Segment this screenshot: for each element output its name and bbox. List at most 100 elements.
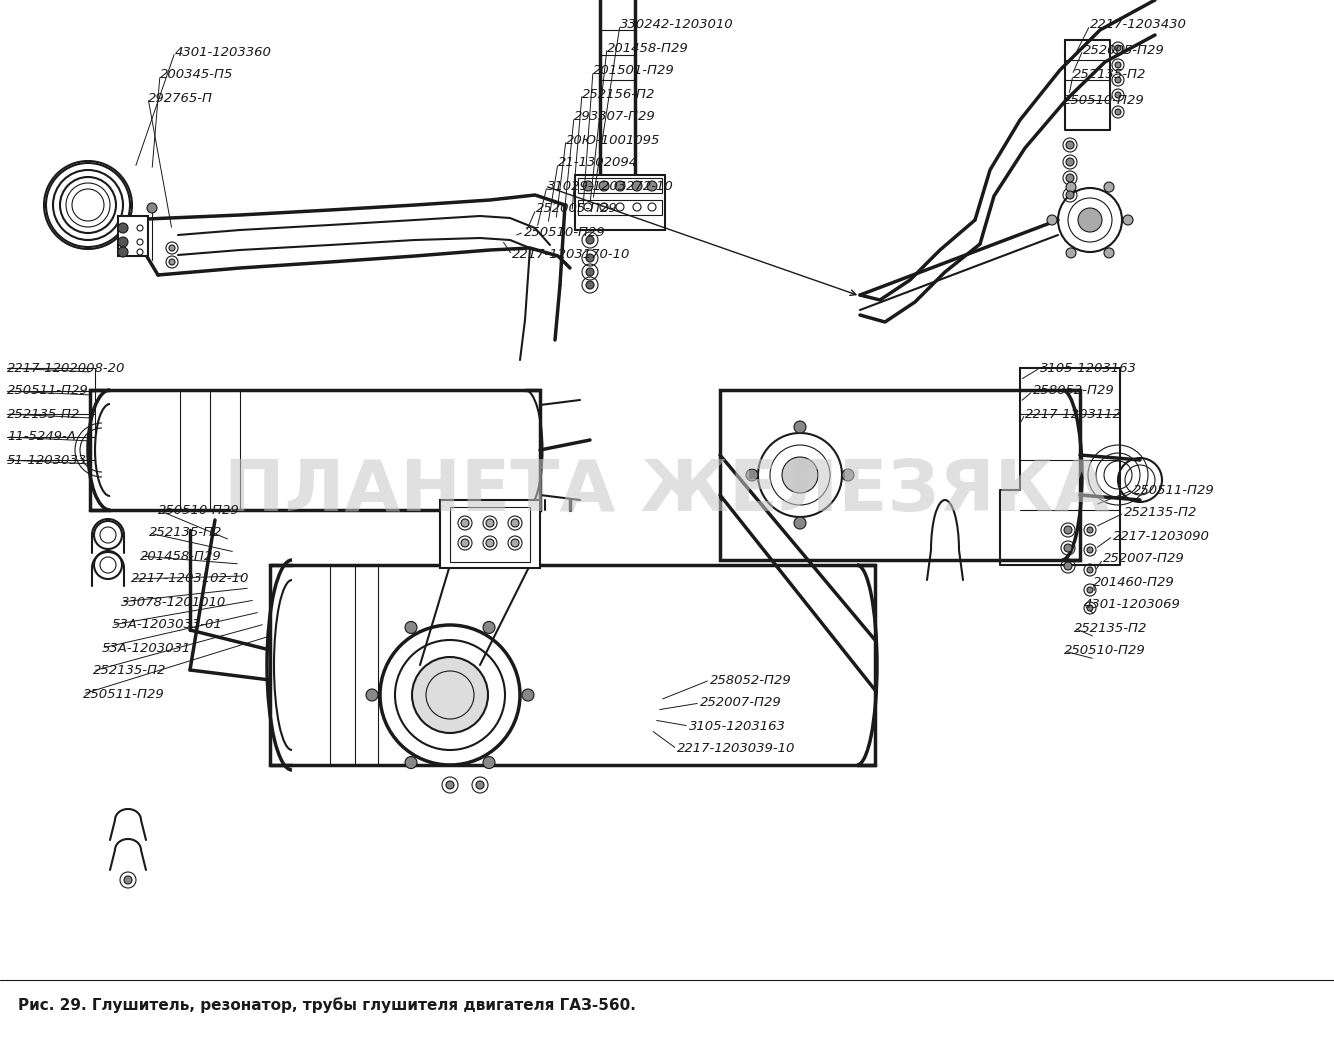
Text: 3105-1203163: 3105-1203163 <box>1041 362 1137 374</box>
Circle shape <box>406 621 418 634</box>
Circle shape <box>462 539 470 547</box>
Text: 2217-1202008-20: 2217-1202008-20 <box>7 362 125 374</box>
Circle shape <box>1087 605 1093 611</box>
Text: 252005-П29: 252005-П29 <box>536 203 618 215</box>
Circle shape <box>117 237 128 247</box>
Text: 250511-П29: 250511-П29 <box>83 687 165 701</box>
Circle shape <box>1087 567 1093 573</box>
Circle shape <box>1066 182 1077 192</box>
Circle shape <box>462 519 470 527</box>
Circle shape <box>1115 45 1121 51</box>
Circle shape <box>586 236 594 244</box>
Text: 2217-1203112: 2217-1203112 <box>1025 408 1122 420</box>
Circle shape <box>1066 174 1074 182</box>
Circle shape <box>1087 587 1093 593</box>
Circle shape <box>169 245 175 251</box>
Text: 250511-П29: 250511-П29 <box>1133 483 1215 497</box>
Circle shape <box>1087 547 1093 553</box>
Circle shape <box>483 756 495 769</box>
Circle shape <box>406 756 418 769</box>
Text: 31029-1203272-10: 31029-1203272-10 <box>547 180 674 192</box>
Bar <box>450 507 530 562</box>
Circle shape <box>511 519 519 527</box>
Text: 4301-1203069: 4301-1203069 <box>1085 598 1181 612</box>
Text: 21-1302094: 21-1302094 <box>558 157 638 169</box>
Text: 20Ю-1001095: 20Ю-1001095 <box>566 134 660 146</box>
Circle shape <box>1087 527 1093 533</box>
Text: 2217-1203090: 2217-1203090 <box>1113 529 1210 543</box>
Circle shape <box>117 223 128 233</box>
Text: 201460-П29: 201460-П29 <box>1093 575 1175 589</box>
Circle shape <box>586 268 594 276</box>
Circle shape <box>1115 62 1121 68</box>
Circle shape <box>137 249 143 255</box>
Circle shape <box>124 876 132 884</box>
Text: 252005-П29: 252005-П29 <box>1083 44 1165 56</box>
Circle shape <box>446 781 454 789</box>
Text: 2217-1203102-10: 2217-1203102-10 <box>131 572 249 586</box>
Text: 252135-П2: 252135-П2 <box>7 408 80 420</box>
Circle shape <box>483 621 495 634</box>
Circle shape <box>147 203 157 213</box>
Circle shape <box>1065 544 1073 552</box>
Text: 252007-П29: 252007-П29 <box>700 697 782 709</box>
Circle shape <box>137 238 143 245</box>
Circle shape <box>511 539 519 547</box>
Circle shape <box>1066 158 1074 166</box>
Text: 252156-П2: 252156-П2 <box>582 88 655 100</box>
Text: 51-1203033: 51-1203033 <box>7 454 87 467</box>
Circle shape <box>794 420 806 433</box>
Circle shape <box>1066 191 1074 199</box>
Circle shape <box>1066 248 1077 258</box>
Text: 252135-П2: 252135-П2 <box>1125 506 1198 520</box>
Circle shape <box>842 469 854 481</box>
Circle shape <box>1115 92 1121 98</box>
Circle shape <box>476 781 484 789</box>
Text: 250510-П29: 250510-П29 <box>157 503 240 517</box>
Text: 258052-П29: 258052-П29 <box>710 674 792 686</box>
Text: 201458-П29: 201458-П29 <box>140 549 221 563</box>
Circle shape <box>1123 215 1133 225</box>
Circle shape <box>117 247 128 257</box>
Text: 33078-1201010: 33078-1201010 <box>121 595 227 609</box>
Bar <box>269 565 875 765</box>
Bar <box>89 390 540 510</box>
Text: 4301-1203360: 4301-1203360 <box>175 45 272 59</box>
Text: 200345-П5: 200345-П5 <box>160 68 233 82</box>
Bar <box>575 175 666 230</box>
Text: 330242-1203010: 330242-1203010 <box>620 19 734 31</box>
Text: 53А-1203033-01: 53А-1203033-01 <box>112 618 223 632</box>
Text: 250510-П29: 250510-П29 <box>524 226 606 238</box>
Text: 3105-1203163: 3105-1203163 <box>688 720 786 732</box>
Text: 250511-П29: 250511-П29 <box>7 385 89 397</box>
Circle shape <box>486 519 494 527</box>
Circle shape <box>522 689 534 701</box>
Text: 250510-П29: 250510-П29 <box>1063 93 1145 107</box>
Circle shape <box>1105 182 1114 192</box>
Bar <box>578 178 662 194</box>
Text: 2217-1203170-10: 2217-1203170-10 <box>512 249 631 262</box>
Text: ПЛАНЕТА ЖЕЛЕЗЯКА: ПЛАНЕТА ЖЕЛЕЗЯКА <box>224 457 1110 526</box>
Circle shape <box>412 657 488 733</box>
Circle shape <box>169 259 175 265</box>
Circle shape <box>632 181 642 191</box>
Circle shape <box>1115 109 1121 115</box>
Circle shape <box>599 181 610 191</box>
Circle shape <box>746 469 758 481</box>
Circle shape <box>583 181 594 191</box>
Text: 252135-П2: 252135-П2 <box>1074 621 1147 635</box>
Text: 2217-1203039-10: 2217-1203039-10 <box>676 743 795 755</box>
Bar <box>117 217 148 256</box>
Text: 53А-1203031: 53А-1203031 <box>101 641 191 655</box>
Text: 252135-П2: 252135-П2 <box>93 664 167 678</box>
Circle shape <box>1065 562 1073 570</box>
Circle shape <box>647 181 658 191</box>
Bar <box>720 390 1081 560</box>
Bar <box>440 500 540 568</box>
Text: 292765-П: 292765-П <box>148 91 213 105</box>
Circle shape <box>1115 77 1121 83</box>
Circle shape <box>1065 526 1073 535</box>
Circle shape <box>366 689 378 701</box>
Text: 250510-П29: 250510-П29 <box>1065 644 1146 658</box>
Circle shape <box>1047 215 1057 225</box>
